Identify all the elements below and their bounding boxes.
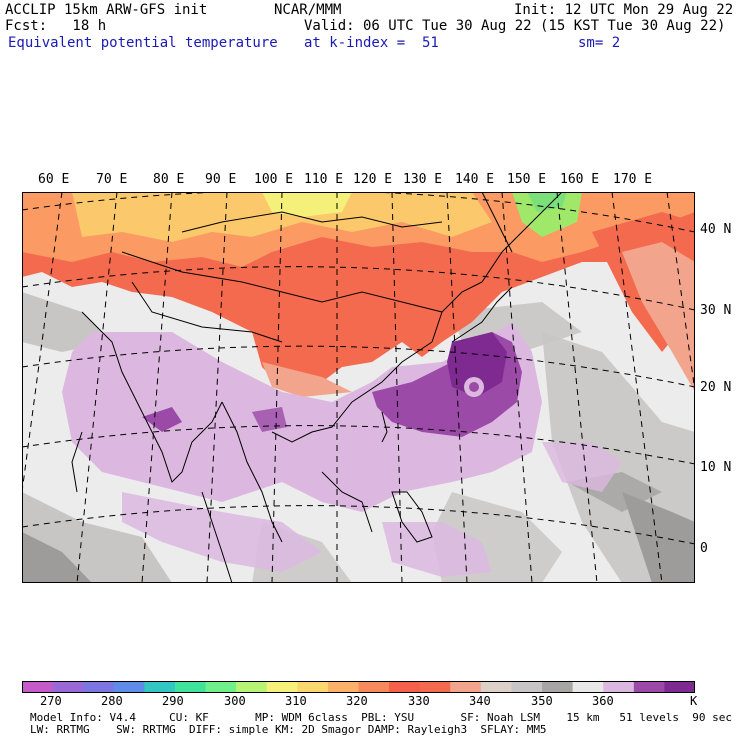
lat-label: 20 N — [700, 380, 732, 395]
map-frame — [22, 192, 695, 583]
forecast-hour: Fcst: 18 h — [5, 18, 107, 34]
colorbar-swatch — [266, 681, 298, 693]
lon-label: 70 E — [96, 172, 128, 187]
smoothing-label: sm= 2 — [578, 35, 621, 51]
colorbar-swatch — [358, 681, 390, 693]
colorbar-swatch — [113, 681, 145, 693]
lon-label: 150 E — [507, 172, 547, 187]
colorbar-swatch — [297, 681, 329, 693]
lon-label: 140 E — [455, 172, 495, 187]
theta-e-map — [22, 192, 695, 583]
colorbar-label: 290 — [162, 694, 184, 708]
colorbar-unit: K — [690, 694, 698, 708]
colorbar-label: 310 — [285, 694, 307, 708]
moist-tropical-air — [62, 322, 622, 577]
org-label: NCAR/MMM — [274, 2, 342, 18]
colorbar-swatch — [144, 681, 176, 693]
colorbar-swatch — [450, 681, 482, 693]
lat-label: 10 N — [700, 460, 732, 475]
colorbar-swatch — [52, 681, 84, 693]
model-info-line1: Model Info: V4.4 CU: KF MP: WDM 6class P… — [30, 711, 732, 724]
colorbar-label: 350 — [531, 694, 553, 708]
colorbar-swatch — [511, 681, 543, 693]
colorbar-swatch — [603, 681, 635, 693]
lon-label: 80 E — [153, 172, 185, 187]
lat-label: 30 N — [700, 303, 732, 318]
colorbar-swatch — [542, 681, 574, 693]
colorbar-frame — [22, 681, 695, 693]
level-label: at k-index = 51 — [304, 35, 439, 51]
lat-label: 0 — [700, 541, 708, 556]
colorbar-swatch — [389, 681, 421, 693]
coastlines — [71, 192, 563, 583]
lon-label: 100 E — [254, 172, 294, 187]
warm-air-mass — [22, 192, 695, 397]
colorbar-swatch — [633, 681, 665, 693]
lat-label: 40 N — [700, 222, 732, 237]
lon-label: 110 E — [304, 172, 344, 187]
lon-label: 90 E — [205, 172, 237, 187]
colorbar-label: 360 — [592, 694, 614, 708]
colorbar-swatch — [327, 681, 359, 693]
colorbar-label: 280 — [101, 694, 123, 708]
lon-label: 170 E — [613, 172, 653, 187]
model-info-line2: LW: RRTMG SW: RRTMG DIFF: simple KM: 2D … — [30, 723, 547, 736]
model-title: ACCLIP 15km ARW-GFS init — [5, 2, 208, 18]
colorbar-swatch — [664, 681, 695, 693]
colorbar-swatch — [205, 681, 237, 693]
colorbar-swatch — [22, 681, 54, 693]
init-time: Init: 12 UTC Mon 29 Aug 22 — [514, 2, 734, 18]
lon-label: 60 E — [38, 172, 70, 187]
colorbar-swatch — [236, 681, 268, 693]
colorbar-label: 340 — [469, 694, 491, 708]
lon-label: 120 E — [353, 172, 393, 187]
field-name: Equivalent potential temperature — [8, 35, 278, 51]
colorbar-label: 300 — [224, 694, 246, 708]
high-theta-e-core — [142, 332, 522, 437]
lon-label: 130 E — [403, 172, 443, 187]
colorbar-swatch — [83, 681, 115, 693]
colorbar-swatch — [480, 681, 512, 693]
colorbar-swatch — [419, 681, 451, 693]
colorbar-label: 270 — [40, 694, 62, 708]
colorbar — [22, 681, 695, 693]
colorbar-label: 330 — [408, 694, 430, 708]
colorbar-swatch — [572, 681, 604, 693]
colorbar-swatch — [174, 681, 207, 693]
lon-label: 160 E — [560, 172, 600, 187]
colorbar-label: 320 — [346, 694, 368, 708]
valid-time: Valid: 06 UTC Tue 30 Aug 22 (15 KST Tue … — [304, 18, 726, 34]
